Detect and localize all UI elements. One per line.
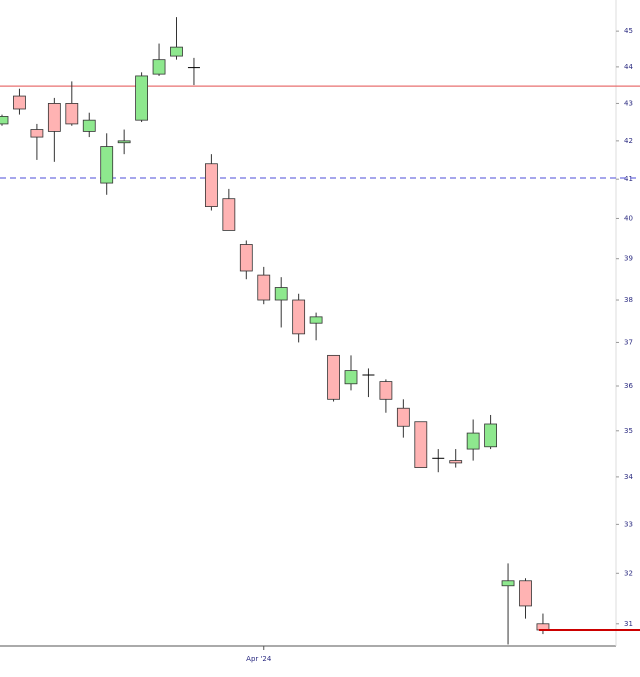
y-tick-label: 38 xyxy=(624,296,633,304)
candle-body xyxy=(170,46,183,57)
candle-body xyxy=(327,354,340,400)
candle-body xyxy=(449,460,463,464)
y-tick-label: 35 xyxy=(624,427,633,435)
y-tick-label: 44 xyxy=(624,63,633,71)
y-tick-label: 37 xyxy=(624,338,633,346)
candle-body xyxy=(13,95,26,110)
y-tick-label: 31 xyxy=(624,620,633,628)
candle-body xyxy=(274,287,288,301)
candle-body xyxy=(257,274,271,301)
y-tick-label: 36 xyxy=(624,382,633,390)
candle-body xyxy=(396,407,410,427)
candle-body xyxy=(344,370,358,385)
y-tick-label: 39 xyxy=(624,255,633,263)
candle-body xyxy=(0,116,9,125)
candle-body xyxy=(519,580,532,607)
y-tick-label: 41 xyxy=(624,175,633,183)
candle-body xyxy=(379,381,393,400)
candle-body xyxy=(466,432,480,450)
candle-body xyxy=(30,129,44,138)
candle-body xyxy=(82,119,96,132)
y-tick-label: 34 xyxy=(624,473,633,481)
candle-body xyxy=(152,59,166,75)
y-tick-label: 42 xyxy=(624,137,633,145)
candle-body xyxy=(117,140,131,144)
candle-body xyxy=(414,421,428,468)
y-tick-label: 45 xyxy=(624,27,633,35)
candle-body xyxy=(65,103,79,125)
x-tick-label: Apr '24 xyxy=(246,655,272,663)
candle-body xyxy=(501,580,515,587)
y-tick-label: 33 xyxy=(624,520,633,528)
candle-body xyxy=(204,163,218,207)
y-tick-label: 40 xyxy=(624,214,633,222)
candle-body xyxy=(239,244,253,272)
candle-body xyxy=(309,316,323,324)
candle-body xyxy=(100,146,114,184)
candle-body xyxy=(135,75,149,121)
y-tick-label: 32 xyxy=(624,569,633,577)
candle-body xyxy=(484,423,498,448)
y-tick-label: 43 xyxy=(624,99,633,107)
candle-body xyxy=(47,103,61,132)
candle-body xyxy=(222,198,236,231)
candle-body xyxy=(292,299,306,335)
